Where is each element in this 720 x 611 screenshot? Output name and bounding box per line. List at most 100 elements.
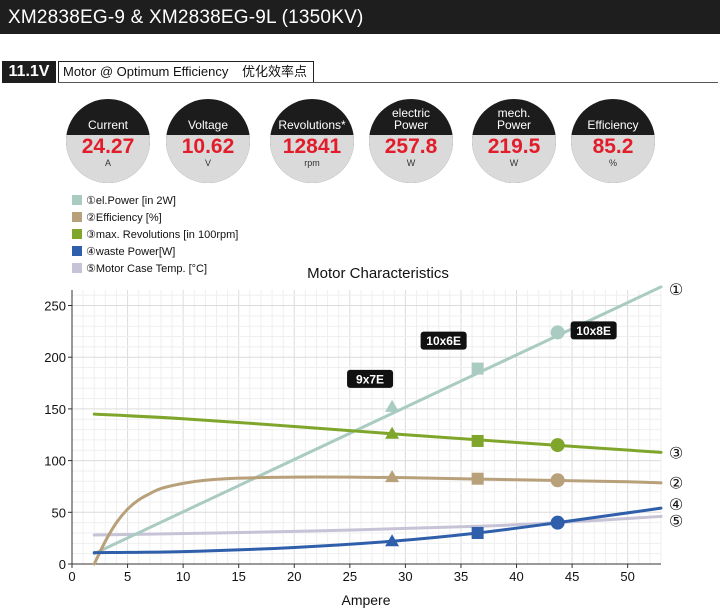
gauge-unit: A (104, 158, 111, 168)
gauge-disc (571, 99, 655, 183)
gauge-efficiency: Efficiency 85.2 % (571, 99, 655, 183)
gauge-label: Voltage (187, 118, 229, 132)
gauge-current: Current 24.27 A (66, 99, 150, 183)
operating-point-9x7e-marker (385, 534, 400, 547)
legend-text: el.Power [in 2W] (95, 195, 176, 207)
legend-marker: ② (86, 212, 96, 224)
gauge-mechanical-power: mech. Power 219.5 W (472, 99, 556, 183)
plot-labels: ① ② ③ ④⑤ 9x7E 10x6E 10x8E (347, 280, 683, 531)
gauge-unit: V (204, 158, 211, 168)
operating-point-label: 10x6E (426, 334, 461, 348)
operating-point-10x6e-marker (471, 434, 484, 447)
gauge-unit: rpm (304, 158, 320, 168)
legend-label: ③max. Revolutions [in 100rpm] (86, 228, 238, 242)
legend-swatch (72, 246, 82, 256)
gauge-label: mech. Power (496, 106, 531, 132)
gauge-label: Current (87, 118, 128, 132)
gauge-value: 219.5 (487, 135, 541, 158)
plot-axes: 0 5 10 15 20 25 30 35 40 45 50 0 50 100 150 200 250 (44, 290, 661, 584)
y-tick-label: 250 (44, 299, 66, 314)
revolutions-line (92, 412, 663, 454)
gauge-unit: % (608, 158, 617, 168)
operating-point-tag (420, 331, 467, 350)
y-tick-label: 100 (44, 454, 66, 469)
gauge-disc (369, 99, 453, 183)
gauge-value: 257.8 (384, 135, 438, 158)
operating-point-10x8e-marker (550, 473, 565, 488)
divider (58, 82, 718, 83)
operating-point-9x7e-marker (385, 399, 400, 412)
operating-point-label: 9x7E (356, 372, 384, 386)
gauge-value: 12841 (282, 135, 342, 158)
gauge-label: Revolutions* (278, 118, 346, 132)
case-temp-line (92, 514, 663, 537)
operating-point-10x6e-marker (471, 362, 484, 375)
operating-point-tag (347, 369, 394, 388)
chart-title: Motor Characteristics (307, 265, 449, 282)
gauge-disc (270, 99, 354, 183)
legend-label: ④waste Power[W] (86, 245, 175, 259)
gauge-voltage: Voltage 10.62 V (166, 99, 250, 183)
legend-swatch (72, 263, 82, 273)
series-end-label: ④ (669, 495, 683, 514)
series-end-label: ② (669, 473, 683, 492)
x-tick-label: 40 (509, 569, 523, 584)
x-tick-label: 25 (343, 569, 357, 584)
y-tick-label: 50 (52, 505, 66, 520)
gauge-revolutions: Revolutions* 12841 rpm (270, 99, 354, 183)
gauge-value-panel (369, 135, 453, 183)
operating-point-10x6e-marker (471, 472, 484, 485)
legend-marker: ⑤ (86, 263, 96, 275)
gauge-value-panel (571, 135, 655, 183)
condition-label-box: Motor @ Optimum Efficiency 优化效率点 (58, 61, 315, 83)
x-tick-label: 45 (565, 569, 579, 584)
series-end-label: ⑤ (669, 512, 683, 531)
x-tick-label: 10 (176, 569, 190, 584)
x-tick-label: 0 (68, 569, 75, 584)
legend-text: Efficiency [%] (95, 212, 162, 224)
gauge-unit: W (509, 158, 519, 168)
gauge-disc (472, 99, 556, 183)
gauge-value-panel (66, 135, 150, 183)
legend-text: max. Revolutions [in 100rpm] (95, 229, 239, 241)
legend-swatch (72, 229, 82, 239)
x-tick-label: 35 (454, 569, 468, 584)
legend-swatch (72, 195, 82, 205)
gauge-value-panel (166, 135, 250, 183)
operating-point-tag (570, 321, 617, 340)
gauge-value-panel (270, 135, 354, 183)
gauge-value: 10.62 (181, 135, 235, 158)
legend-text: waste Power[W] (95, 246, 176, 258)
operating-point-9x7e-marker (385, 470, 400, 483)
gauge-unit: W (406, 158, 416, 168)
x-axis-label: Ampere (341, 592, 390, 608)
legend-marker: ③ (86, 229, 96, 241)
gauge-disc (66, 99, 150, 183)
legend-label: ⑤Motor Case Temp. [°C] (86, 262, 207, 276)
gauge-disc (166, 99, 250, 183)
x-tick-label: 30 (398, 569, 412, 584)
condition-label: Motor @ Optimum Efficiency (63, 64, 229, 79)
legend-label: ①el.Power [in 2W] (86, 194, 176, 208)
legend-marker: ① (86, 195, 96, 207)
el-power-line (92, 285, 663, 556)
operating-point-10x8e-marker (550, 438, 565, 453)
legend-text: Motor Case Temp. [°C] (95, 263, 208, 275)
legend-marker: ④ (86, 246, 96, 258)
series-end-label: ① (669, 280, 683, 299)
x-tick-label: 15 (231, 569, 245, 584)
operating-point-9x7e-marker (385, 426, 400, 439)
gauge-label: Efficiency (587, 118, 639, 132)
condition-label-cn: 优化效率点 (242, 64, 308, 79)
operating-point-10x6e-marker (471, 526, 484, 539)
legend-label: ②Efficiency [%] (86, 211, 162, 225)
operating-point-10x8e-marker (550, 515, 565, 530)
y-tick-label: 0 (59, 557, 66, 572)
voltage-badge: 11.1V (2, 61, 56, 83)
y-tick-label: 150 (44, 402, 66, 417)
gauge-row: Current 24.27 A Voltage 10.62 V Revoluti… (0, 99, 720, 183)
series-end-label: ③ (669, 443, 683, 462)
y-tick-label: 200 (44, 350, 66, 365)
x-tick-label: 5 (124, 569, 131, 584)
gauge-value: 85.2 (592, 135, 634, 158)
